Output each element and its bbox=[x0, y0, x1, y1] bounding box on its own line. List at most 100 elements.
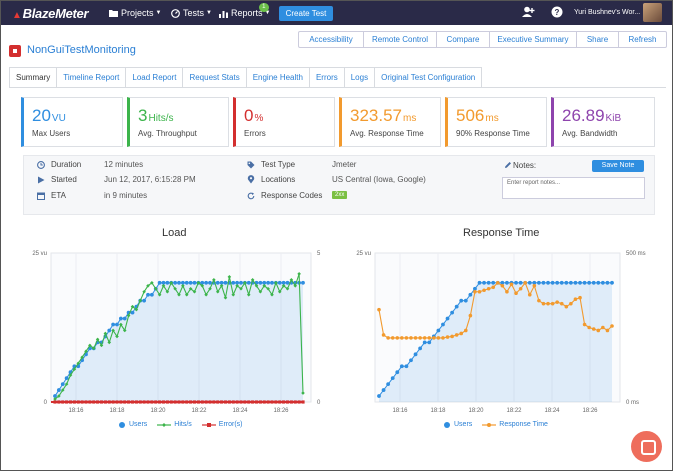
users-point bbox=[395, 370, 400, 375]
response-time-point bbox=[610, 324, 614, 328]
share-button[interactable]: Share bbox=[576, 32, 618, 47]
legend-users[interactable]: Users bbox=[119, 421, 147, 428]
stat-label: Max Users bbox=[32, 129, 71, 138]
users-point bbox=[413, 352, 418, 357]
duration-value: 12 minutes bbox=[104, 160, 144, 169]
legend-errors[interactable]: Error(s) bbox=[201, 421, 243, 428]
response-time-point bbox=[541, 301, 546, 306]
users-area bbox=[379, 282, 612, 402]
users-point bbox=[285, 280, 290, 285]
response-time-chart-title: Response Time bbox=[463, 227, 540, 239]
logo-text: BlazeMeter bbox=[22, 6, 89, 21]
create-test-button[interactable]: Create Test bbox=[279, 6, 333, 21]
users-point bbox=[177, 280, 181, 285]
chevron-down-icon: ▼ bbox=[155, 10, 162, 16]
tabs-divider bbox=[9, 87, 666, 88]
users-point bbox=[500, 280, 505, 285]
tab-original-test-configuration[interactable]: Original Test Configuration bbox=[374, 67, 483, 87]
legend-response-time-marker bbox=[482, 422, 497, 427]
users-point bbox=[262, 280, 267, 285]
legend-hits-label: Hits/s bbox=[174, 421, 192, 428]
users-point bbox=[441, 322, 445, 327]
load-chart[interactable]: 18:16 18:18 18:20 18:22 18:24 18:26 25 vu 0 5 0 bbox=[27, 241, 327, 416]
blazemeter-logo[interactable]: ▲BlazeMeter bbox=[12, 6, 89, 21]
page-title[interactable]: NonGuiTestMonitoring bbox=[27, 44, 136, 56]
users-point bbox=[404, 364, 409, 369]
executive-summary-button[interactable]: Executive Summary bbox=[489, 32, 576, 47]
hits-s-point bbox=[246, 292, 251, 297]
nav-tests[interactable]: Tests ▼ bbox=[171, 8, 212, 18]
response-time-point bbox=[500, 283, 505, 288]
users-point bbox=[377, 394, 381, 398]
users-point bbox=[541, 280, 546, 285]
users-point bbox=[173, 280, 178, 285]
avatar[interactable] bbox=[643, 3, 662, 22]
legend-errors-marker bbox=[201, 422, 216, 427]
users-point bbox=[573, 280, 578, 285]
response-time-chart[interactable]: 18:16 18:18 18:20 18:22 18:24 18:26 25 vu 500 m… bbox=[345, 241, 657, 416]
chat-support-button[interactable] bbox=[631, 431, 662, 462]
nav-reports[interactable]: Reports 1 ▼ bbox=[219, 3, 270, 18]
tab-engine-health[interactable]: Engine Health bbox=[245, 67, 309, 87]
nav-projects[interactable]: Projects ▼ bbox=[109, 8, 161, 18]
save-note-button[interactable]: Save Note bbox=[592, 160, 644, 172]
remote-control-button[interactable]: Remote Control bbox=[363, 32, 436, 47]
tab-summary[interactable]: Summary bbox=[9, 67, 57, 87]
tab-load-report[interactable]: Load Report bbox=[125, 67, 183, 87]
y-right-max-label: 5 bbox=[317, 251, 321, 257]
help-icon[interactable]: ? bbox=[551, 6, 563, 18]
users-point bbox=[390, 376, 395, 381]
report-notes-input[interactable]: Enter report notes... bbox=[502, 177, 645, 199]
response-time-point bbox=[578, 295, 582, 300]
tab-errors[interactable]: Errors bbox=[308, 67, 344, 87]
logo-icon: ▲ bbox=[12, 10, 22, 21]
tab-request-stats[interactable]: Request Stats bbox=[182, 67, 246, 87]
compare-button[interactable]: Compare bbox=[436, 32, 489, 47]
stat-avg-bandwidth: 26.89KiB Avg. Bandwidth bbox=[551, 97, 655, 147]
users-line bbox=[378, 282, 612, 397]
response-codes-row: Response Codes bbox=[247, 191, 322, 200]
users-point bbox=[564, 280, 569, 285]
nav-projects-label: Projects bbox=[121, 8, 154, 18]
response-time-point bbox=[390, 336, 395, 340]
response-time-point bbox=[432, 336, 436, 340]
refresh-button[interactable]: Refresh bbox=[618, 32, 666, 47]
legend-response-time-label: Response Time bbox=[499, 421, 548, 428]
hits-s-point bbox=[142, 289, 146, 294]
stop-test-icon[interactable] bbox=[9, 45, 21, 57]
user-account-menu[interactable]: Yuri Bushnev's Wor... bbox=[574, 9, 641, 16]
refresh-icon bbox=[247, 192, 255, 199]
response-time-point bbox=[514, 291, 518, 296]
response-time-point bbox=[482, 288, 486, 293]
x-tick-label: 18:18 bbox=[109, 408, 125, 414]
response-time-point bbox=[418, 336, 422, 340]
tab-logs[interactable]: Logs bbox=[343, 67, 375, 87]
add-user-icon[interactable] bbox=[522, 6, 535, 18]
legend-response-time[interactable]: Response Time bbox=[482, 421, 548, 428]
stat-number: 506 bbox=[456, 106, 485, 125]
report-tabs: Summary Timeline Report Load Report Requ… bbox=[9, 67, 483, 87]
legend-users[interactable]: Users bbox=[444, 421, 472, 428]
x-tick-label: 18:22 bbox=[506, 408, 522, 414]
response-codes-label: Response Codes bbox=[261, 191, 323, 200]
hits-s-point bbox=[301, 391, 305, 395]
users-point bbox=[482, 280, 486, 285]
x-tick-label: 18:24 bbox=[232, 408, 248, 414]
users-point bbox=[270, 280, 274, 285]
users-point bbox=[130, 310, 135, 315]
hits-s-point bbox=[146, 283, 150, 288]
response-time-point bbox=[464, 328, 468, 333]
hits-s-point bbox=[161, 283, 166, 288]
users-point bbox=[468, 292, 473, 297]
tab-timeline-report[interactable]: Timeline Report bbox=[56, 67, 126, 87]
users-point bbox=[60, 382, 65, 387]
users-point bbox=[246, 280, 251, 285]
y-left-max-label: 25 vu bbox=[356, 251, 371, 257]
hits-s-point bbox=[262, 283, 267, 288]
stat-number: 323.57 bbox=[350, 106, 402, 125]
legend-hits[interactable]: Hits/s bbox=[157, 421, 192, 428]
accessibility-button[interactable]: Accessibility bbox=[309, 35, 353, 44]
users-point bbox=[527, 280, 532, 285]
stat-unit: VU bbox=[51, 113, 66, 124]
x-tick-label: 18:22 bbox=[191, 408, 207, 414]
